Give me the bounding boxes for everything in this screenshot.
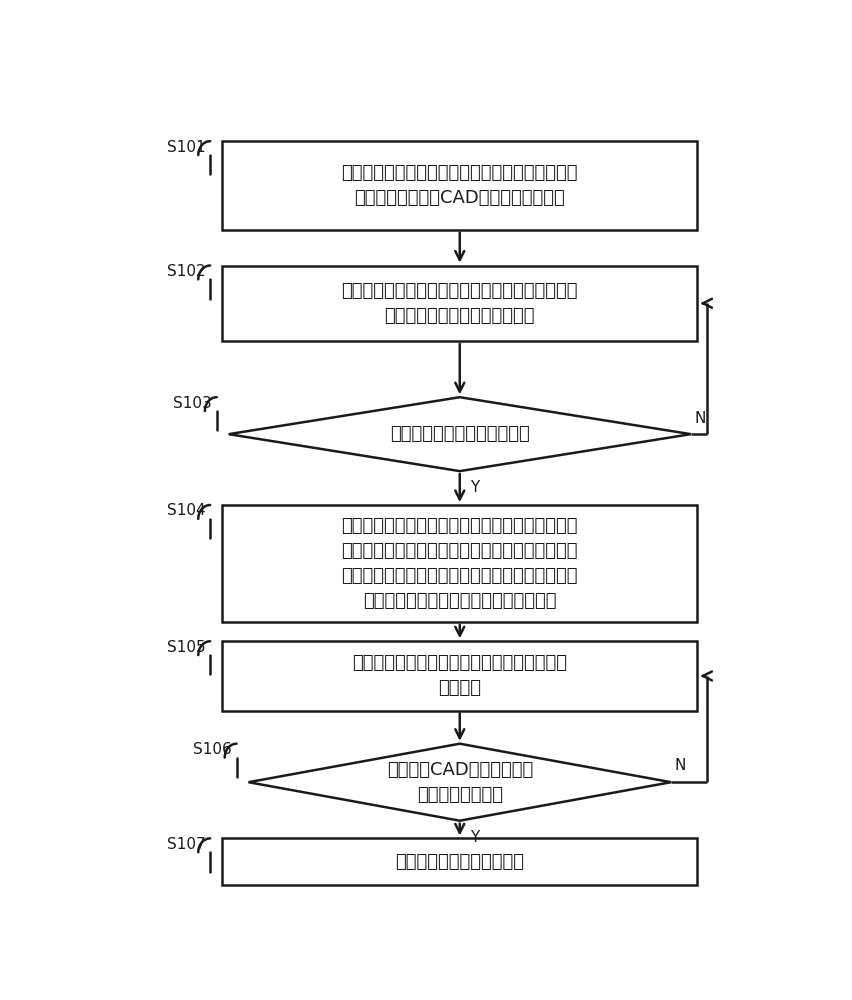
Text: 得到工件的超声波扫描图像: 得到工件的超声波扫描图像 xyxy=(395,853,524,871)
Text: 根据工件被测点厚度变化、界面回波跟踪闸门不同
被测点的声时变化、底面回波跟踪闸门不同被测点
的声时变化，更新底面回波跟踪闸门和数据采集闸
门的起始时间、数据采集: 根据工件被测点厚度变化、界面回波跟踪闸门不同 被测点的声时变化、底面回波跟踪闸门… xyxy=(342,517,578,610)
Text: S104: S104 xyxy=(167,503,205,518)
Polygon shape xyxy=(228,397,691,471)
Text: 被测工件CAD模型制定扫查
轨迹是否执行结束: 被测工件CAD模型制定扫查 轨迹是否执行结束 xyxy=(387,761,532,804)
Text: 获取工件被测点的位置信息和数据闸门采集的
回波信息: 获取工件被测点的位置信息和数据闸门采集的 回波信息 xyxy=(352,654,567,697)
Text: 设定界面回波跟踪闸门、底面回波跟踪闸门和数据
采集闸门的起始时间和闸门宽度: 设定界面回波跟踪闸门、底面回波跟踪闸门和数据 采集闸门的起始时间和闸门宽度 xyxy=(342,282,578,325)
Text: S102: S102 xyxy=(167,264,205,279)
Text: 被测工件测点厚度是否有变化: 被测工件测点厚度是否有变化 xyxy=(390,425,530,443)
FancyBboxPatch shape xyxy=(222,641,698,711)
FancyBboxPatch shape xyxy=(222,838,698,885)
Text: N: N xyxy=(675,758,686,773)
Text: 根据被测工件和检测要求选择超声探头类型与扫查
方式，由被测工件CAD模型制定扫查轨迹: 根据被测工件和检测要求选择超声探头类型与扫查 方式，由被测工件CAD模型制定扫查… xyxy=(342,164,578,207)
Text: S107: S107 xyxy=(167,837,205,852)
Text: Y: Y xyxy=(469,830,479,845)
Text: Y: Y xyxy=(469,480,479,495)
FancyBboxPatch shape xyxy=(222,266,698,341)
Text: N: N xyxy=(694,411,705,426)
Text: S103: S103 xyxy=(174,396,212,411)
Polygon shape xyxy=(249,744,671,821)
Text: S106: S106 xyxy=(193,742,232,757)
Text: S105: S105 xyxy=(167,640,205,655)
FancyBboxPatch shape xyxy=(222,505,698,622)
Text: S101: S101 xyxy=(167,140,205,155)
FancyBboxPatch shape xyxy=(222,141,698,230)
